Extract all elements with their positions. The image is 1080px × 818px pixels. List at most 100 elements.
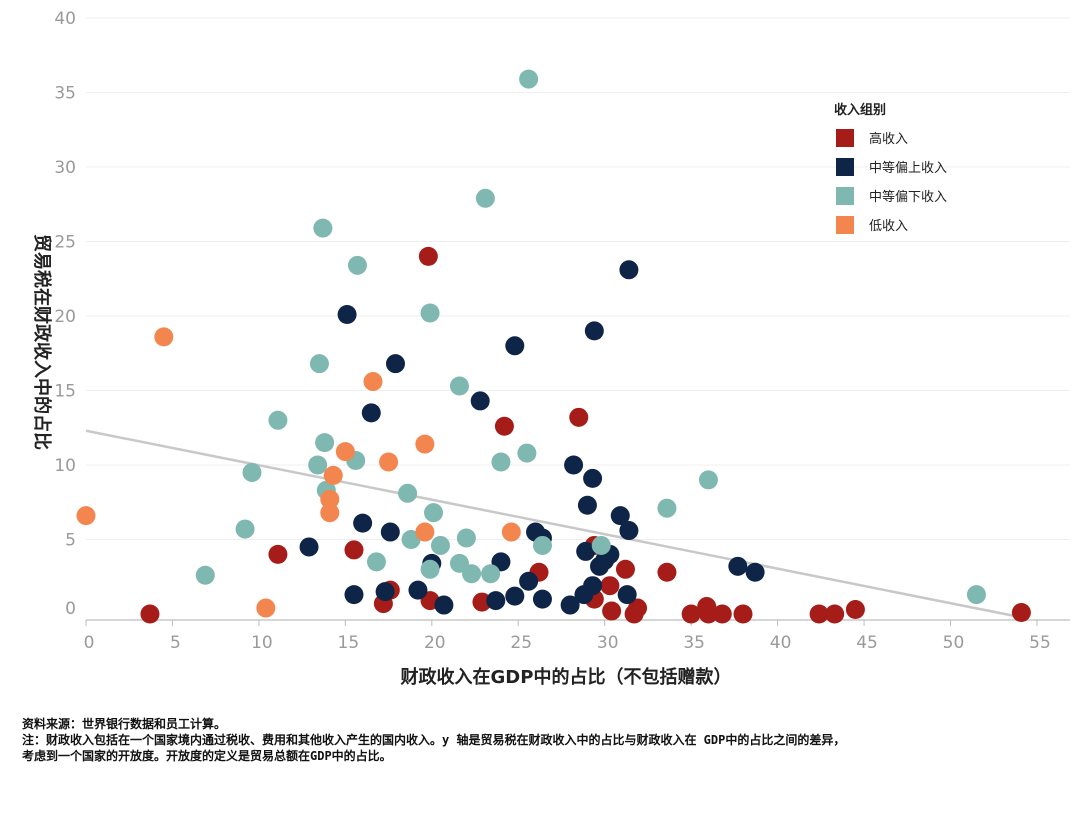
x-tick-label: 0	[84, 633, 95, 653]
data-point	[657, 498, 677, 518]
scatter-chart: 0 5 10 15 20 25 30 35 40 0 5 10 15 20 25 30 35 40 45 50 55 收…	[31, 9, 1070, 688]
data-point	[628, 598, 648, 618]
data-point	[481, 564, 501, 584]
data-point	[564, 455, 584, 475]
data-point	[313, 218, 333, 238]
data-point	[337, 305, 357, 325]
data-point	[430, 535, 450, 555]
data-point	[491, 452, 511, 472]
data-point	[268, 410, 288, 430]
data-point	[809, 604, 829, 624]
data-point	[379, 452, 399, 472]
data-point	[519, 571, 539, 591]
trendline	[85, 429, 1020, 619]
data-point	[375, 582, 395, 602]
legend-swatch	[836, 216, 854, 234]
data-point	[315, 433, 335, 453]
y-tick-label: 0	[65, 599, 76, 619]
data-point	[602, 601, 622, 621]
data-point	[140, 604, 160, 624]
data-point	[195, 565, 215, 585]
legend-entry-label: 低收入	[869, 219, 908, 234]
x-tick-label: 25	[510, 633, 532, 653]
data-point	[583, 576, 603, 596]
data-point	[308, 455, 328, 475]
data-point	[344, 540, 364, 560]
openness-note: 考虑到一个国家的开放度。开放度的定义是贸易总额在GDP中的占比。	[22, 749, 392, 763]
data-point	[619, 521, 639, 541]
data-point	[519, 69, 539, 89]
y-tick-label: 10	[54, 456, 76, 476]
y-tick-label: 5	[65, 531, 76, 551]
data-point	[486, 591, 506, 611]
data-point	[472, 592, 492, 612]
x-tick-label: 50	[943, 633, 965, 653]
data-point	[584, 321, 604, 341]
data-point	[505, 336, 525, 356]
data-point	[408, 580, 428, 600]
data-points	[76, 69, 1031, 624]
y-tick-label: 40	[54, 9, 76, 29]
data-point	[154, 327, 174, 347]
data-point	[577, 495, 597, 515]
legend-entry-label: 高收入	[869, 131, 908, 147]
data-point	[320, 503, 340, 523]
y-tick-label: 25	[54, 233, 76, 253]
data-point	[591, 535, 611, 555]
data-point	[617, 585, 637, 605]
source-note: 资料来源：世界银行数据和员工计算。	[22, 717, 227, 731]
data-point	[532, 535, 552, 555]
legend-swatch	[836, 187, 854, 205]
data-point	[1011, 603, 1031, 623]
data-point	[347, 255, 367, 275]
data-point	[309, 354, 329, 374]
legend-entry-label: 中等偏上收入	[869, 160, 947, 176]
data-point	[323, 465, 343, 485]
data-point	[420, 559, 440, 579]
x-tick-label: 40	[770, 633, 792, 653]
data-point	[728, 556, 748, 576]
data-point	[335, 442, 355, 462]
data-point	[398, 483, 418, 503]
x-tick-label: 5	[170, 633, 181, 653]
data-point	[517, 443, 537, 463]
data-point	[256, 598, 276, 618]
data-point	[576, 541, 596, 561]
data-point	[657, 562, 677, 582]
data-point	[733, 604, 753, 624]
data-point	[380, 522, 400, 542]
x-tick-label: 45	[856, 633, 878, 653]
x-tick-label: 10	[251, 633, 273, 653]
data-point	[681, 604, 701, 624]
data-point	[415, 434, 435, 454]
data-point	[845, 600, 865, 620]
data-point	[569, 407, 589, 427]
data-point	[449, 376, 469, 396]
footnotes: 资料来源：世界银行数据和员工计算。 注：财政收入包括在一个国家境内通过税收、费用…	[22, 716, 1062, 764]
y-tick-label: 20	[54, 307, 76, 327]
legend-swatch	[836, 129, 854, 147]
data-point	[825, 604, 845, 624]
data-point	[698, 604, 718, 624]
data-point	[361, 403, 381, 423]
data-point	[344, 585, 364, 605]
data-point	[494, 416, 514, 436]
y-tick-label: 30	[54, 158, 76, 178]
data-point	[600, 576, 620, 596]
data-point	[76, 506, 96, 526]
legend-swatch	[836, 158, 854, 176]
data-point	[235, 519, 255, 539]
data-point	[619, 260, 639, 280]
data-point	[560, 595, 580, 615]
data-point	[363, 372, 383, 392]
axes: 0 5 10 15 20 25 30 35 40 0 5 10 15 20 25 30 35 40 45 50 55	[54, 9, 1070, 653]
y-axis-label: 贸易税在财政收入中的占比	[31, 234, 53, 450]
data-point	[583, 468, 603, 488]
legend-entry-label: 中等偏下收入	[869, 189, 947, 205]
x-tick-label: 15	[338, 633, 360, 653]
x-tick-label: 20	[424, 633, 446, 653]
data-point	[698, 470, 718, 490]
data-point	[385, 354, 405, 374]
data-point	[320, 489, 340, 509]
